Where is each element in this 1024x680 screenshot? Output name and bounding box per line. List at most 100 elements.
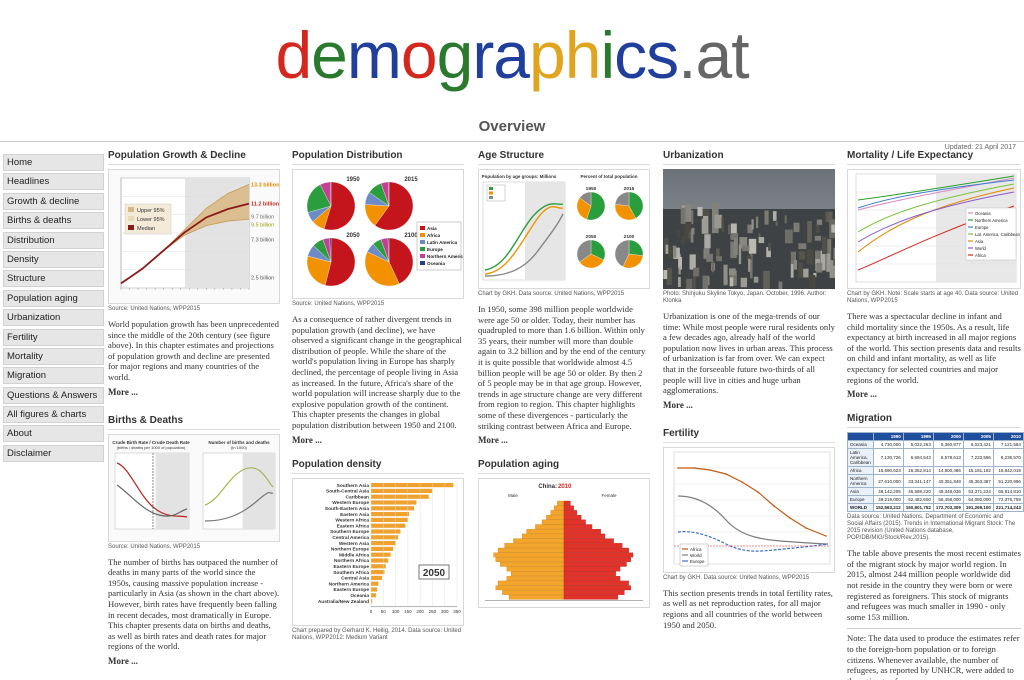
table-cell: 51,220,996 bbox=[992, 474, 1024, 489]
pie-year-label: 1950 bbox=[586, 186, 597, 192]
table-cell: 65,914,810 bbox=[992, 487, 1024, 497]
death-rate-line bbox=[116, 484, 188, 517]
sidebar-nav: Home Headlines Growth & decline Births & de… bbox=[3, 154, 104, 464]
tick-label: 100 bbox=[392, 608, 400, 613]
building bbox=[758, 237, 765, 244]
section-title[interactable]: Age Structure bbox=[478, 150, 650, 165]
table-cell: Northern America bbox=[847, 474, 874, 489]
sidebar-item-home[interactable]: Home bbox=[3, 154, 104, 171]
section-title[interactable]: Population Distribution bbox=[292, 150, 464, 165]
sidebar-item-births-deaths[interactable]: Births & deaths bbox=[3, 212, 104, 230]
age-0-24-line bbox=[484, 203, 564, 271]
migration-table-wrap[interactable]: 199019952000200520102015Oceania4,730,000… bbox=[847, 432, 1024, 513]
table-cell: 46,588,220 bbox=[902, 487, 934, 497]
legend-label: Europe bbox=[975, 225, 989, 230]
legend-swatch bbox=[420, 247, 425, 251]
table-cell: 16,352,814 bbox=[902, 466, 934, 476]
table-cell: 15,181,192 bbox=[962, 466, 994, 476]
growth-chart[interactable]: Upper 95% Lower 95% Median 13.3 billion 11.2… bbox=[108, 169, 280, 304]
sidebar-item-headlines[interactable]: Headlines bbox=[3, 173, 104, 191]
aging-pyramid[interactable]: China: 2010 Male Female bbox=[478, 478, 650, 609]
sidebar-item-urbanization[interactable]: Urbanization bbox=[3, 309, 104, 327]
section-title[interactable]: Population Growth & Decline bbox=[108, 150, 280, 165]
male-bar bbox=[557, 500, 565, 506]
section-title[interactable]: Mortality / Life Expectancy bbox=[847, 150, 1021, 165]
distribution-chart[interactable]: 1950 2015 2050 2100 Asia Africa Latin America E… bbox=[292, 169, 464, 299]
mortality-chart[interactable]: Oceania Northern America Europe Lat. Americ… bbox=[847, 169, 1021, 289]
section-title[interactable]: Urbanization bbox=[663, 150, 835, 165]
more-link[interactable]: More ... bbox=[292, 434, 322, 445]
site-logo[interactable]: demographics.at bbox=[0, 0, 1024, 120]
life-expectancy-line bbox=[857, 191, 1015, 243]
logo-letter: g bbox=[436, 18, 474, 92]
section-title[interactable]: Migration bbox=[847, 413, 1021, 429]
more-link[interactable]: More ... bbox=[108, 655, 138, 666]
sidebar-item-about[interactable]: About bbox=[3, 425, 104, 443]
bar-label: South-Eastern Asia bbox=[325, 506, 369, 512]
section-migration: Migration 199019952000200520102015Oceani… bbox=[847, 413, 1024, 680]
building bbox=[689, 254, 696, 270]
urban-photo[interactable] bbox=[663, 169, 835, 289]
logo-letter: p bbox=[529, 18, 566, 92]
table-cell: 27,610,000 bbox=[872, 474, 904, 489]
section-title[interactable]: Population aging bbox=[478, 459, 650, 475]
building bbox=[807, 220, 812, 243]
building bbox=[806, 249, 814, 265]
table-cell: Oceania bbox=[847, 440, 874, 450]
fertility-chart[interactable]: Africa World Europe bbox=[663, 446, 835, 573]
sidebar-item-distribution[interactable]: Distribution bbox=[3, 231, 104, 249]
sidebar-item-all-figures-charts[interactable]: All figures & charts bbox=[3, 406, 104, 424]
pie-year-label: 2050 bbox=[586, 234, 597, 240]
africa-line bbox=[678, 467, 827, 537]
sidebar-item-density[interactable]: Density bbox=[3, 250, 104, 268]
figure-caption: Photo: Shinjuku Skyline Tokyo, Japan. Oc… bbox=[663, 291, 827, 304]
section-aging: Population aging China: 2010 Male Female bbox=[478, 459, 650, 609]
legend-label: World bbox=[690, 553, 702, 558]
legend-label: Europe bbox=[427, 247, 443, 252]
building bbox=[747, 224, 753, 234]
building bbox=[702, 275, 709, 289]
section-title[interactable]: Births & Deaths bbox=[108, 415, 280, 430]
more-link[interactable]: More ... bbox=[663, 399, 693, 410]
bar-label: Caribbean bbox=[346, 494, 370, 500]
building bbox=[753, 276, 759, 283]
more-link[interactable]: More ... bbox=[478, 435, 508, 446]
density-chart[interactable]: Southern Asia South-Central Asia Caribbean… bbox=[292, 477, 464, 626]
births-chart[interactable]: Crude Birth Rate / Crude Death Rate (birt… bbox=[108, 433, 280, 542]
sidebar-item-disclaimer[interactable]: Disclaimer bbox=[3, 444, 104, 462]
table-cell: 5,360,877 bbox=[932, 440, 964, 450]
table-row: Northern America 27,610,000 33,341,147 40,3… bbox=[847, 474, 1024, 489]
table-cell: 221,714,243 bbox=[992, 503, 1024, 513]
value-label: 11.2 billion bbox=[251, 202, 279, 208]
sidebar-item-population-aging[interactable]: Population aging bbox=[3, 289, 104, 307]
table-row: Asia 48,142,205 46,588,220 49,348,036 53,371… bbox=[847, 487, 1024, 497]
more-link[interactable]: More ... bbox=[108, 386, 138, 397]
more-link[interactable]: More ... bbox=[847, 389, 877, 400]
sidebar-item-structure[interactable]: Structure bbox=[3, 270, 104, 288]
section-title[interactable]: Fertility bbox=[663, 428, 835, 443]
male-bar bbox=[541, 519, 565, 525]
building bbox=[733, 238, 738, 256]
section-text: In 1950, some 398 million people worldwi… bbox=[478, 304, 646, 431]
pie-slice bbox=[628, 191, 644, 219]
pie-slice bbox=[323, 181, 356, 231]
section-title[interactable]: Population density bbox=[292, 459, 464, 474]
sidebar-item-fertility[interactable]: Fertility bbox=[3, 328, 104, 346]
sidebar-item-migration[interactable]: Migration bbox=[3, 367, 104, 385]
table-cell: 72,376,759 bbox=[992, 495, 1024, 505]
building bbox=[742, 245, 750, 252]
table-cell: Latin America, Caribbean bbox=[847, 448, 874, 468]
legend-swatch bbox=[420, 240, 425, 244]
sidebar-item-growth-decline[interactable]: Growth & decline bbox=[3, 192, 104, 210]
pie-slice bbox=[324, 237, 356, 287]
pie-slice bbox=[579, 191, 592, 207]
building bbox=[775, 221, 778, 226]
building bbox=[721, 216, 725, 232]
sidebar-item-questions-answers[interactable]: Questions & Answers bbox=[3, 386, 104, 404]
bar-label: Western Asia bbox=[339, 540, 369, 546]
pie-slice bbox=[576, 239, 592, 263]
age-structure-chart[interactable]: Population by age groups: Millions Percen… bbox=[478, 169, 650, 289]
building bbox=[798, 243, 807, 250]
table-row: Latin America, Caribbean 7,130,726 6,694,5… bbox=[847, 448, 1024, 468]
sidebar-item-mortality[interactable]: Mortality bbox=[3, 347, 104, 365]
